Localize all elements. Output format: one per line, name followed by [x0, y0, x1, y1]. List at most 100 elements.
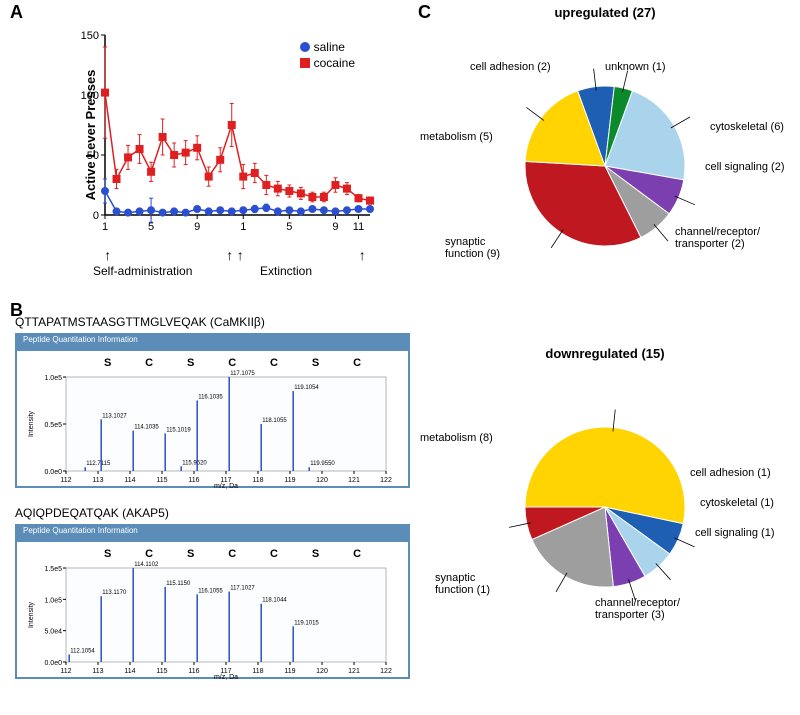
sc-label: C — [353, 357, 361, 369]
svg-text:0.0e0: 0.0e0 — [44, 469, 62, 476]
lever-press-chart: 05010015015915911 Active Lever Presses s… — [75, 30, 375, 240]
svg-text:112.1054: 112.1054 — [70, 648, 95, 654]
sc-label: C — [353, 548, 361, 560]
sc-label: S — [104, 357, 111, 369]
svg-text:122: 122 — [380, 668, 392, 675]
pie-slice-label: cell adhesion (1) — [690, 467, 771, 479]
svg-text:150: 150 — [81, 30, 99, 42]
peptide-title: QTTAPATMSTAASGTTMGLVEQAK (CaMKIIβ) — [15, 315, 415, 329]
svg-text:1.0e5: 1.0e5 — [44, 597, 62, 604]
svg-text:114.1102: 114.1102 — [134, 562, 159, 568]
panel-b: QTTAPATMSTAASGTTMGLVEQAK (CaMKIIβ) Peptid… — [15, 315, 415, 710]
svg-text:114: 114 — [124, 477, 135, 484]
pie-slice-label: synapticfunction (9) — [445, 236, 500, 260]
svg-text:117.1027: 117.1027 — [230, 586, 255, 592]
pie-wrap: cell adhesion (1)cytoskeletal (1)cell si… — [425, 367, 785, 647]
panel-a: 05010015015915911 Active Lever Presses s… — [15, 5, 400, 285]
svg-text:113: 113 — [92, 477, 103, 484]
svg-text:116.1055: 116.1055 — [198, 588, 223, 594]
svg-text:112: 112 — [60, 668, 71, 675]
svg-text:5: 5 — [286, 221, 292, 233]
svg-text:115.9520: 115.9520 — [182, 460, 207, 466]
sc-label: C — [145, 548, 153, 560]
spectrum-svg: 1.0e5 0.5e5 0.0e0 Intensity 112 113 114 115 116 1… — [21, 369, 401, 489]
svg-text:11: 11 — [353, 221, 364, 233]
svg-text:121: 121 — [348, 668, 360, 675]
svg-text:119.9550: 119.9550 — [310, 461, 335, 467]
svg-text:112.7115: 112.7115 — [86, 461, 111, 467]
svg-text:116.1035: 116.1035 — [198, 395, 223, 401]
pie-slice-label: metabolism (5) — [420, 131, 493, 143]
svg-text:117.1075: 117.1075 — [230, 371, 255, 377]
arrow-icon: ↑ — [237, 248, 244, 262]
sc-label: C — [270, 357, 278, 369]
svg-text:119.1015: 119.1015 — [294, 620, 319, 626]
svg-text:5: 5 — [148, 221, 154, 233]
svg-text:114: 114 — [124, 668, 135, 675]
svg-text:5.0e4: 5.0e4 — [44, 629, 62, 636]
svg-text:118.1044: 118.1044 — [262, 598, 287, 604]
legend-marker — [300, 58, 310, 68]
svg-text:0.5e5: 0.5e5 — [44, 422, 62, 429]
sc-label: S — [104, 548, 111, 560]
svg-text:115: 115 — [156, 477, 167, 484]
pie-slice-label: cell signaling (2) — [705, 161, 784, 173]
svg-text:113.1170: 113.1170 — [102, 590, 127, 596]
arrow-icon: ↑ — [359, 248, 366, 262]
spectrum-box: Peptide Quantitation Information S C S C C S C 1… — [15, 524, 410, 679]
svg-text:113: 113 — [92, 668, 103, 675]
pie-slice-label: cell signaling (1) — [695, 527, 774, 539]
svg-text:118.1055: 118.1055 — [262, 418, 287, 424]
svg-text:119: 119 — [284, 477, 295, 484]
y-axis-label: Active Lever Presses — [83, 70, 98, 201]
svg-text:Intensity: Intensity — [28, 410, 35, 437]
spectrum-box-title: Peptide Quantitation Information — [23, 526, 138, 535]
arrow-icon: ↑ — [226, 248, 233, 262]
legend-marker — [300, 42, 310, 52]
svg-text:112: 112 — [60, 477, 71, 484]
svg-text:114.1035: 114.1035 — [134, 425, 159, 431]
pie-slice-label: cytoskeletal (6) — [710, 121, 784, 133]
svg-text:120: 120 — [316, 668, 328, 675]
svg-text:1.0e5: 1.0e5 — [44, 375, 62, 382]
svg-text:118: 118 — [252, 477, 263, 484]
spectrum-box-title: Peptide Quantitation Information — [23, 335, 138, 344]
svg-text:115.1019: 115.1019 — [166, 427, 191, 433]
svg-text:0: 0 — [93, 210, 99, 222]
svg-text:116: 116 — [188, 477, 199, 484]
svg-text:m/z, Da: m/z, Da — [214, 483, 238, 489]
svg-text:m/z, Da: m/z, Da — [214, 674, 238, 680]
svg-text:118: 118 — [252, 668, 263, 675]
phase1-label: Self-administration — [93, 264, 192, 278]
svg-text:116: 116 — [188, 668, 199, 675]
sc-labels: SCSCCSC — [87, 357, 378, 369]
pie-slice-label: metabolism (8) — [420, 432, 493, 444]
arrow-icon: ↑ — [104, 248, 111, 262]
sc-label: C — [228, 548, 236, 560]
svg-text:119.1054: 119.1054 — [294, 385, 319, 391]
sc-label: S — [312, 548, 319, 560]
legend-label: saline — [314, 40, 345, 54]
pie-slice-label: cell adhesion (2) — [470, 61, 551, 73]
pie-slice-label: channel/receptor/transporter (2) — [675, 226, 760, 250]
legend-row: saline — [300, 40, 355, 54]
sc-label: C — [228, 357, 236, 369]
sc-label: S — [187, 548, 194, 560]
spectrum-box: Peptide Quantitation InformationSCSCCSC1… — [15, 333, 410, 488]
sc-label: C — [145, 357, 153, 369]
svg-text:1: 1 — [240, 221, 246, 233]
sc-label: S — [187, 357, 194, 369]
pie-slice-label: unknown (1) — [605, 61, 666, 73]
pie-wrap: cytoskeletal (6) cell signaling (2) channe… — [425, 26, 785, 306]
sc-label: C — [270, 548, 278, 560]
svg-text:Intensity: Intensity — [28, 601, 35, 628]
legend-label: cocaine — [314, 56, 355, 70]
legend-row: cocaine — [300, 56, 355, 70]
svg-text:122: 122 — [380, 477, 392, 484]
svg-text:9: 9 — [332, 221, 338, 233]
svg-text:119: 119 — [284, 668, 295, 675]
svg-text:115: 115 — [156, 668, 167, 675]
pie-title: downregulated (15) — [420, 346, 790, 361]
pie-title: upregulated (27) — [420, 5, 790, 20]
svg-text:0.0e0: 0.0e0 — [44, 660, 62, 667]
